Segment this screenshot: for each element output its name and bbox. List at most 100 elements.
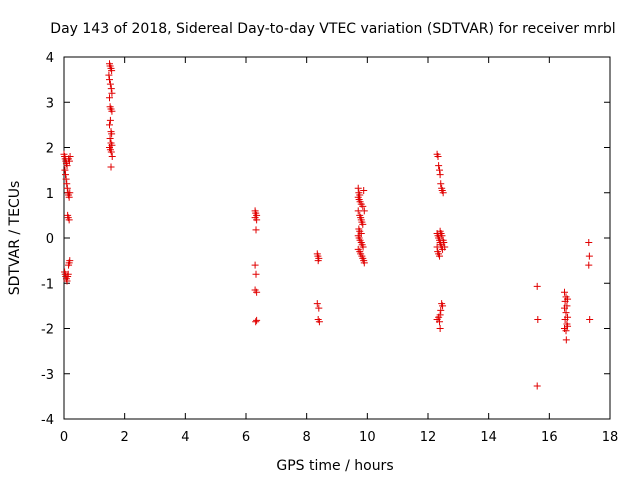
data-point bbox=[433, 243, 441, 251]
x-tick-label: 2 bbox=[121, 430, 129, 445]
data-point bbox=[437, 306, 445, 314]
data-point bbox=[585, 239, 593, 247]
data-point bbox=[108, 107, 116, 115]
data-point bbox=[360, 259, 368, 267]
y-tick-label: -4 bbox=[41, 413, 54, 428]
data-point bbox=[106, 134, 114, 142]
data-point bbox=[65, 216, 73, 224]
x-tick-label: 6 bbox=[242, 430, 250, 445]
data-point bbox=[585, 252, 593, 260]
data-point bbox=[63, 162, 71, 170]
data-point bbox=[106, 76, 113, 84]
data-point bbox=[65, 157, 73, 165]
x-axis-tick-labels: 0 2 4 6 8 10 12 14 16 18 bbox=[60, 430, 618, 445]
data-point bbox=[66, 153, 74, 161]
data-point bbox=[360, 207, 368, 215]
data-point bbox=[108, 67, 116, 75]
data-point bbox=[561, 315, 569, 323]
data-point bbox=[359, 243, 367, 251]
data-point bbox=[66, 189, 74, 197]
axis-ticks bbox=[63, 56, 611, 420]
y-tick-label: 4 bbox=[46, 51, 54, 66]
data-point bbox=[315, 304, 323, 312]
data-point bbox=[562, 327, 570, 335]
data-point bbox=[107, 163, 115, 171]
data-point bbox=[436, 166, 444, 174]
data-point bbox=[585, 261, 593, 269]
x-tick-label: 10 bbox=[359, 430, 376, 445]
data-point bbox=[105, 71, 113, 79]
data-point bbox=[252, 270, 260, 278]
data-point bbox=[561, 297, 569, 305]
y-tick-label: 0 bbox=[46, 232, 54, 247]
data-point bbox=[253, 316, 261, 324]
data-point bbox=[65, 193, 73, 201]
data-point bbox=[106, 80, 114, 88]
x-tick-label: 0 bbox=[60, 430, 68, 445]
x-axis-label: GPS time / hours bbox=[276, 458, 393, 474]
data-point bbox=[251, 261, 259, 269]
data-point bbox=[436, 171, 444, 179]
data-point bbox=[441, 243, 449, 251]
x-tick-label: 12 bbox=[420, 430, 437, 445]
x-tick-label: 8 bbox=[303, 430, 311, 445]
data-point bbox=[439, 302, 447, 310]
plot-frame bbox=[63, 56, 611, 420]
y-tick-label: 2 bbox=[46, 142, 54, 157]
data-point bbox=[64, 270, 72, 278]
data-point bbox=[63, 184, 71, 192]
data-point bbox=[564, 322, 572, 330]
chart-title: Day 143 of 2018, Sidereal Day-to-day VTE… bbox=[50, 21, 615, 37]
data-point bbox=[108, 89, 116, 97]
data-point bbox=[561, 304, 568, 312]
data-point bbox=[61, 166, 69, 174]
y-tick-label: -2 bbox=[41, 323, 54, 338]
data-point bbox=[63, 277, 71, 285]
data-point bbox=[436, 325, 444, 332]
data-points bbox=[60, 60, 594, 390]
data-point bbox=[107, 85, 115, 93]
data-point bbox=[534, 315, 542, 323]
data-point bbox=[439, 189, 447, 197]
data-point bbox=[66, 257, 74, 265]
data-point bbox=[253, 216, 261, 224]
data-point bbox=[435, 162, 443, 170]
y-tick-label: -3 bbox=[41, 368, 54, 383]
y-axis-tick-labels: -4 -3 -2 -1 0 1 2 3 4 bbox=[41, 51, 54, 428]
data-point bbox=[314, 257, 322, 265]
data-point bbox=[106, 121, 113, 129]
data-point bbox=[359, 220, 367, 228]
data-point bbox=[106, 94, 113, 102]
data-point bbox=[561, 288, 568, 296]
y-tick-label: -1 bbox=[41, 277, 54, 292]
data-point bbox=[586, 315, 594, 323]
data-point bbox=[562, 336, 570, 344]
y-axis-label: SDTVAR / TECUs bbox=[7, 181, 23, 296]
data-point bbox=[107, 148, 115, 156]
data-point bbox=[437, 180, 445, 188]
data-point bbox=[436, 318, 444, 326]
y-tick-label: 3 bbox=[46, 96, 54, 111]
data-point bbox=[354, 207, 362, 215]
y-tick-label: 1 bbox=[46, 187, 54, 202]
data-point bbox=[436, 252, 444, 260]
data-point bbox=[252, 318, 260, 326]
data-point bbox=[354, 184, 362, 192]
data-point bbox=[108, 130, 116, 138]
data-point bbox=[106, 116, 114, 124]
data-point bbox=[253, 288, 261, 296]
x-tick-label: 18 bbox=[602, 430, 619, 445]
x-tick-label: 4 bbox=[181, 430, 189, 445]
data-point bbox=[252, 226, 260, 234]
data-point bbox=[62, 175, 70, 183]
x-tick-label: 14 bbox=[480, 430, 497, 445]
data-point bbox=[438, 232, 446, 240]
data-point bbox=[360, 186, 368, 194]
data-point bbox=[562, 309, 570, 317]
data-point bbox=[315, 318, 323, 326]
data-point bbox=[62, 171, 70, 179]
data-point bbox=[434, 153, 442, 161]
data-point bbox=[108, 153, 116, 161]
data-point bbox=[359, 202, 367, 210]
